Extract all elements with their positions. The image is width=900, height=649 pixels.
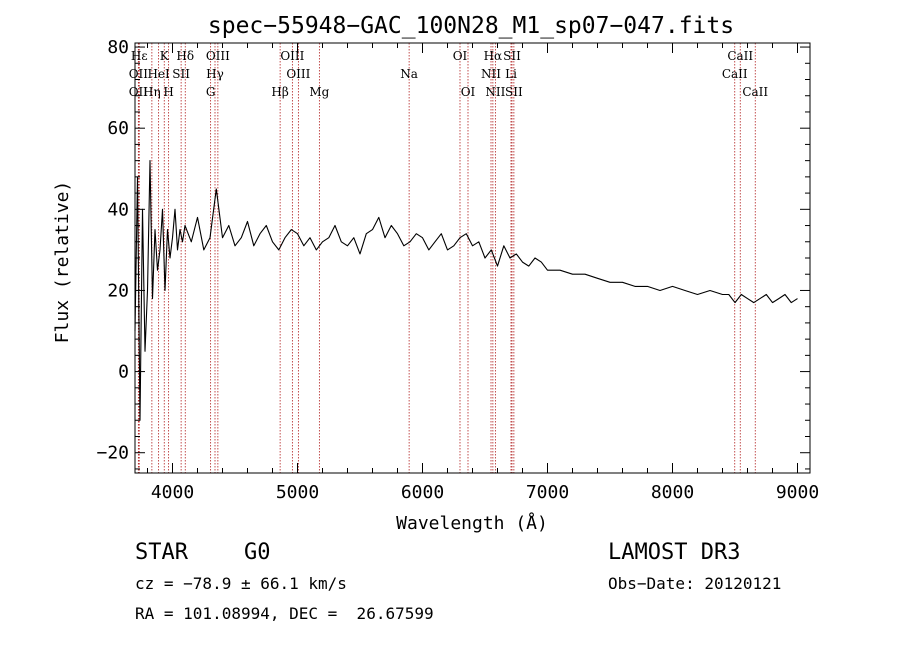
y-tick-label-4: 60 (107, 118, 129, 139)
spectrum-line (134, 160, 798, 421)
line-label-4: H (163, 85, 173, 99)
line-label-26: CaII (722, 67, 748, 81)
object-subclass: G0 (244, 540, 271, 565)
x-tick-label-5: 9000 (776, 482, 819, 503)
line-label-2: OII (129, 85, 149, 99)
line-label-1: OII (129, 67, 149, 81)
x-tick-label-1: 5000 (276, 482, 319, 503)
x-tick-label-4: 8000 (651, 482, 694, 503)
object-class: STAR (135, 540, 188, 565)
survey-name: LAMOST DR3 (608, 540, 741, 565)
line-label-14: Hβ (271, 85, 288, 99)
plot-frame (134, 42, 811, 474)
y-tick-label-5: 80 (107, 37, 129, 58)
line-label-16: Na (400, 67, 418, 81)
line-label-18: OI (461, 85, 476, 99)
line-label-21: NII (485, 85, 505, 99)
line-label-13: OIII (286, 67, 310, 81)
y-tick-label-2: 20 (107, 280, 129, 301)
line-label-7: SII (172, 67, 190, 81)
y-tick-label-3: 40 (107, 199, 129, 220)
line-label-19: Hα (484, 49, 503, 63)
line-label-12: OIII (280, 49, 304, 63)
x-tick-label-3: 7000 (526, 482, 569, 503)
y-tick-label-1: 0 (118, 362, 129, 383)
line-label-27: CaII (742, 85, 768, 99)
coordinates: RA = 101.08994, DEC = 26.67599 (135, 604, 434, 623)
observation-date: Obs−Date: 20120121 (608, 574, 782, 593)
line-label-23: Li (505, 67, 517, 81)
x-tick-label-2: 6000 (401, 482, 444, 503)
line-label-11: G (206, 85, 216, 99)
x-axis-label: Wavelength (Å) (396, 512, 548, 534)
line-label-5: HeI (147, 67, 170, 81)
line-label-10: Hγ (206, 67, 224, 81)
plot-area: 4000 5000 6000 7000 8000 9000 −20 0 20 40 60 80 Hε OI… (96, 37, 819, 503)
line-label-24: SII (505, 85, 523, 99)
chart-title: spec−55948−GAC_100N28_M1_sp07−047.fits (208, 13, 734, 39)
x-tick-label-0: 4000 (151, 482, 194, 503)
line-label-3: K (160, 49, 170, 63)
y-axis-label: Flux (relative) (52, 181, 73, 344)
line-label-25: CaII (727, 49, 753, 63)
line-label-9: OIII (206, 49, 230, 63)
line-label-6: Hη (143, 85, 161, 99)
line-label-20: NII (481, 67, 501, 81)
line-label-8: Hδ (176, 49, 194, 63)
line-label-0: Hε (131, 49, 148, 63)
line-label-22: SII (503, 49, 521, 63)
line-label-17: OI (453, 49, 468, 63)
line-label-15: Mg (309, 85, 329, 99)
y-tick-label-0: −20 (96, 443, 129, 464)
redshift-velocity: cz = −78.9 ± 66.1 km/s (135, 574, 347, 593)
